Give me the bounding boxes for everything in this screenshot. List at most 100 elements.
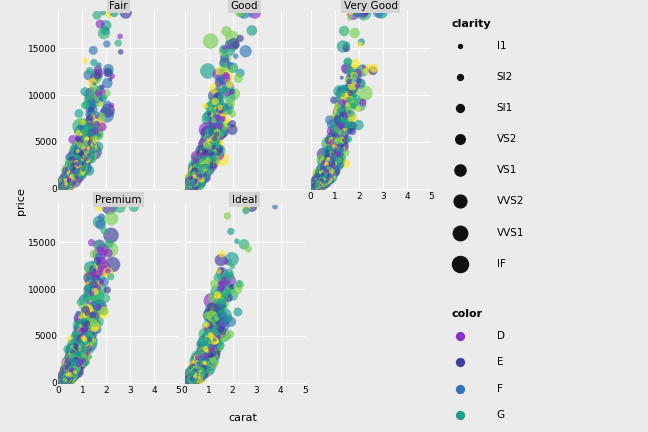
Point	[67, 358, 78, 365]
Point	[62, 371, 73, 378]
Point	[190, 374, 200, 381]
Point	[206, 157, 216, 164]
Point	[312, 181, 322, 188]
Point	[196, 173, 206, 180]
Point	[60, 180, 71, 187]
Point	[319, 175, 329, 182]
Point	[78, 148, 89, 155]
Point	[80, 139, 90, 146]
Point	[189, 374, 200, 381]
Point	[62, 181, 72, 187]
Point	[67, 362, 78, 369]
Point	[191, 373, 202, 380]
Point	[67, 367, 78, 374]
Point	[196, 156, 206, 162]
Point	[239, 9, 249, 16]
Point	[314, 177, 324, 184]
Point	[196, 360, 207, 367]
Point	[61, 372, 71, 379]
Point	[93, 99, 104, 106]
Point	[76, 346, 86, 353]
Point	[205, 316, 216, 323]
Point	[185, 182, 195, 189]
Point	[209, 156, 219, 163]
Point	[84, 143, 95, 149]
Point	[191, 175, 201, 181]
Point	[196, 174, 206, 181]
Point	[187, 182, 197, 189]
Point	[311, 182, 321, 189]
Point	[313, 182, 323, 189]
Point	[189, 176, 199, 183]
Point	[59, 376, 69, 383]
Point	[321, 168, 331, 175]
Point	[62, 372, 72, 379]
Point	[74, 340, 84, 347]
Point	[185, 182, 196, 189]
Point	[65, 170, 75, 177]
Point	[190, 372, 200, 379]
Point	[186, 177, 196, 184]
Point	[59, 182, 69, 189]
Point	[205, 113, 215, 120]
Point	[191, 374, 201, 381]
Point	[185, 182, 196, 189]
Point	[312, 181, 322, 188]
Point	[198, 169, 209, 176]
Point	[185, 376, 195, 383]
Point	[190, 373, 200, 380]
Point	[329, 160, 340, 167]
Point	[61, 369, 71, 376]
Point	[195, 359, 205, 366]
Point	[187, 375, 197, 382]
Point	[67, 172, 77, 178]
Point	[65, 369, 75, 376]
Point	[192, 175, 202, 181]
Point	[192, 168, 203, 175]
Point	[69, 163, 80, 170]
Point	[318, 178, 328, 185]
Point	[196, 356, 206, 362]
Point	[59, 181, 69, 188]
Point	[194, 176, 204, 183]
Point	[185, 376, 195, 383]
Point	[194, 358, 205, 365]
Point	[80, 155, 91, 162]
Point	[192, 372, 203, 379]
Point	[202, 360, 212, 367]
Point	[191, 173, 201, 180]
Point	[195, 168, 205, 175]
Point	[62, 372, 73, 379]
Point	[75, 352, 85, 359]
Point	[186, 376, 196, 383]
Point	[185, 182, 195, 189]
Point	[62, 371, 72, 378]
Point	[89, 282, 100, 289]
Point	[64, 178, 75, 185]
Point	[197, 363, 207, 370]
Point	[71, 164, 82, 171]
Point	[105, 76, 115, 83]
Point	[312, 181, 322, 187]
Point	[59, 181, 69, 188]
Point	[185, 376, 196, 383]
Point	[87, 259, 98, 266]
Point	[197, 155, 207, 162]
Point	[332, 126, 342, 133]
Point	[190, 170, 200, 177]
Point	[58, 376, 69, 383]
Point	[60, 374, 71, 381]
Point	[190, 167, 200, 174]
Point	[189, 175, 199, 182]
Point	[186, 181, 196, 188]
Point	[80, 139, 91, 146]
Point	[316, 176, 327, 183]
Point	[185, 376, 196, 383]
Point	[67, 172, 78, 178]
Point	[323, 160, 333, 167]
Point	[66, 362, 76, 369]
Point	[311, 181, 321, 188]
Point	[197, 176, 207, 183]
Point	[192, 171, 203, 178]
Point	[64, 375, 74, 382]
